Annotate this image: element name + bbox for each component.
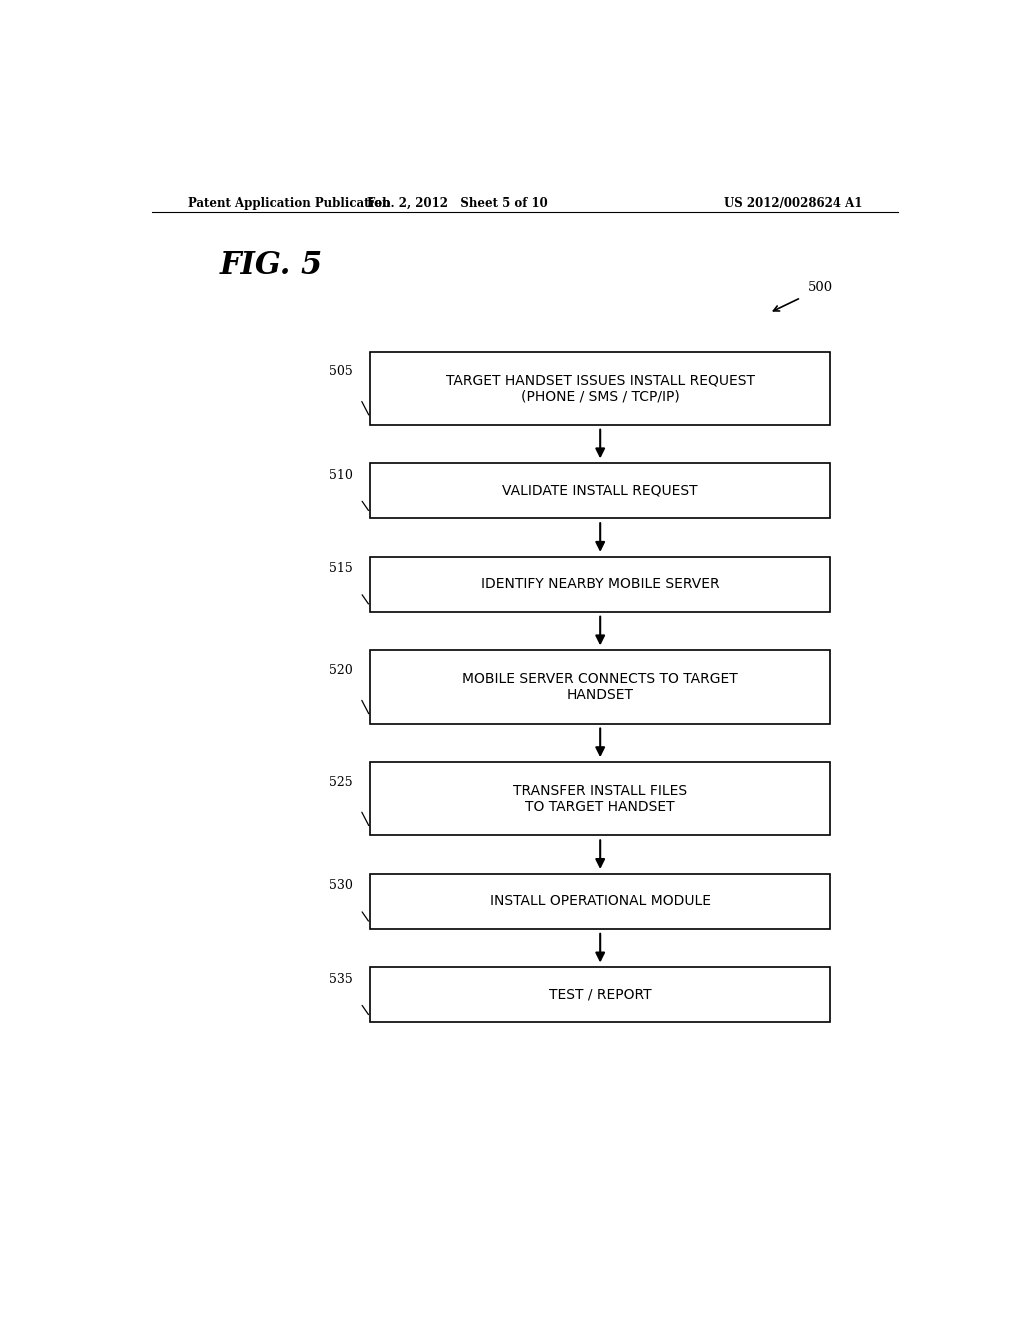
Bar [370,651,830,723]
Text: Patent Application Publication: Patent Application Publication [187,197,390,210]
Text: 535: 535 [329,973,352,986]
Text: 515: 515 [329,562,352,576]
Bar [370,874,830,929]
Text: 505: 505 [329,364,352,378]
Text: 500: 500 [808,281,834,294]
Text: 510: 510 [329,469,352,482]
Text: VALIDATE INSTALL REQUEST: VALIDATE INSTALL REQUEST [503,483,698,498]
Text: FIG. 5: FIG. 5 [219,249,323,281]
Text: IDENTIFY NEARBY MOBILE SERVER: IDENTIFY NEARBY MOBILE SERVER [481,577,720,591]
Text: Feb. 2, 2012   Sheet 5 of 10: Feb. 2, 2012 Sheet 5 of 10 [367,197,548,210]
Text: 530: 530 [329,879,352,892]
Bar [370,762,830,836]
Text: TRANSFER INSTALL FILES
TO TARGET HANDSET: TRANSFER INSTALL FILES TO TARGET HANDSET [513,784,687,814]
Text: MOBILE SERVER CONNECTS TO TARGET
HANDSET: MOBILE SERVER CONNECTS TO TARGET HANDSET [462,672,738,702]
Text: 525: 525 [329,776,352,788]
Text: INSTALL OPERATIONAL MODULE: INSTALL OPERATIONAL MODULE [489,895,711,908]
Bar [370,351,830,425]
Text: TEST / REPORT: TEST / REPORT [549,987,651,1002]
Bar [370,968,830,1022]
Text: US 2012/0028624 A1: US 2012/0028624 A1 [724,197,862,210]
Bar [370,557,830,611]
Bar [370,463,830,519]
Text: 520: 520 [329,664,352,677]
Text: TARGET HANDSET ISSUES INSTALL REQUEST
(PHONE / SMS / TCP/IP): TARGET HANDSET ISSUES INSTALL REQUEST (P… [445,374,755,403]
